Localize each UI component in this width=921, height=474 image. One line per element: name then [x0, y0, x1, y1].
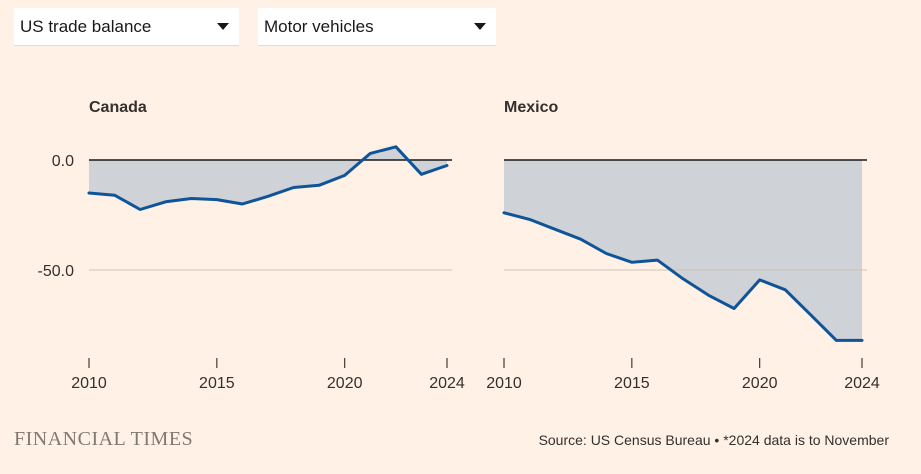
- x-tick-label: 2020: [742, 375, 778, 392]
- metric-dropdown[interactable]: US trade balance: [14, 8, 239, 46]
- x-tick-label: 2015: [199, 375, 235, 392]
- y-tick-label: -50.0: [38, 263, 75, 280]
- area-fill-mexico: [504, 160, 862, 341]
- x-tick-label: 2015: [614, 375, 650, 392]
- chevron-down-icon: [474, 23, 486, 30]
- metric-dropdown-label: US trade balance: [20, 16, 152, 36]
- area-fill-canada: [89, 146, 447, 210]
- y-tick-label: 0.0: [52, 153, 74, 170]
- series-line-canada: [87, 145, 449, 211]
- series-line-mexico: [502, 211, 864, 342]
- source-note: Source: US Census Bureau • *2024 data is…: [538, 432, 889, 448]
- x-tick-label: 2010: [71, 375, 107, 392]
- ft-logo: FINANCIAL TIMES: [14, 428, 194, 450]
- x-tick-label: 2010: [486, 375, 522, 392]
- x-tick-label: 2024: [429, 375, 465, 392]
- category-dropdown[interactable]: Motor vehicles: [258, 8, 496, 46]
- panel-title-canada: Canada: [89, 99, 147, 116]
- panel-title-mexico: Mexico: [504, 99, 558, 116]
- x-tick-label: 2020: [327, 375, 363, 392]
- category-dropdown-label: Motor vehicles: [264, 16, 374, 36]
- x-tick-label: 2024: [844, 375, 880, 392]
- chevron-down-icon: [217, 23, 229, 30]
